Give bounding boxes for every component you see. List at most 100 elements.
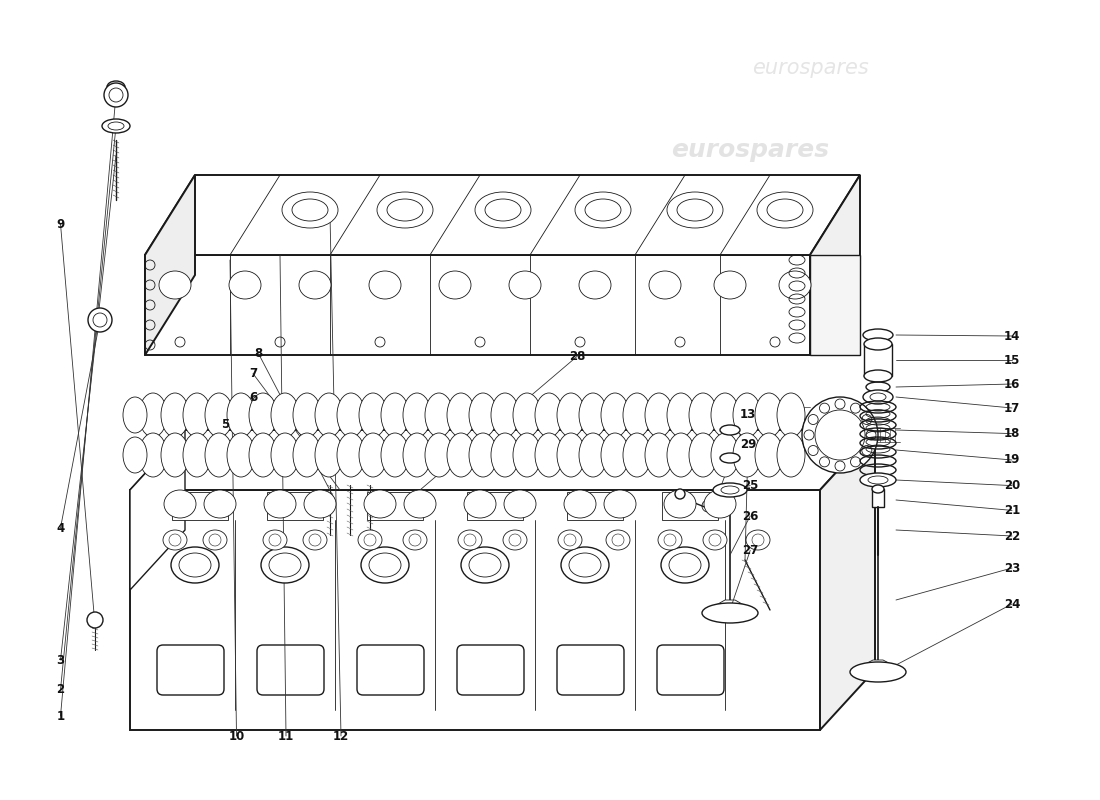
Bar [662, 492, 718, 520]
Text: 28: 28 [570, 350, 585, 362]
Text: 26: 26 [742, 510, 758, 522]
Ellipse shape [282, 192, 338, 228]
Circle shape [866, 430, 876, 440]
Ellipse shape [227, 393, 255, 437]
Ellipse shape [475, 192, 531, 228]
Ellipse shape [359, 393, 387, 437]
Polygon shape [130, 430, 874, 490]
Ellipse shape [205, 433, 233, 477]
Ellipse shape [315, 393, 343, 437]
Circle shape [820, 457, 829, 467]
Ellipse shape [447, 393, 475, 437]
Ellipse shape [872, 485, 884, 493]
Ellipse shape [702, 603, 758, 623]
Text: 25: 25 [742, 479, 758, 492]
Ellipse shape [503, 530, 527, 550]
Ellipse shape [535, 433, 563, 477]
Ellipse shape [689, 433, 717, 477]
Ellipse shape [606, 530, 630, 550]
Ellipse shape [204, 490, 236, 518]
Polygon shape [145, 175, 195, 355]
Ellipse shape [227, 433, 255, 477]
Ellipse shape [623, 433, 651, 477]
Ellipse shape [714, 271, 746, 299]
FancyBboxPatch shape [657, 645, 724, 695]
FancyBboxPatch shape [157, 645, 224, 695]
Ellipse shape [713, 483, 747, 497]
Ellipse shape [755, 433, 783, 477]
Text: 4: 4 [56, 522, 65, 534]
Text: 5: 5 [221, 418, 230, 430]
Ellipse shape [667, 192, 723, 228]
Text: eurospares: eurospares [671, 138, 829, 162]
Text: 23: 23 [1004, 562, 1020, 574]
Text: 19: 19 [1004, 454, 1020, 466]
Ellipse shape [601, 393, 629, 437]
Circle shape [804, 430, 814, 440]
Polygon shape [145, 175, 860, 255]
Ellipse shape [661, 547, 710, 583]
Ellipse shape [864, 370, 892, 382]
Ellipse shape [703, 530, 727, 550]
Ellipse shape [368, 271, 402, 299]
Circle shape [850, 457, 860, 467]
Ellipse shape [337, 393, 365, 437]
Text: 22: 22 [1004, 530, 1020, 542]
Text: 9: 9 [56, 218, 65, 230]
Ellipse shape [164, 490, 196, 518]
Text: 16: 16 [1004, 378, 1020, 390]
Ellipse shape [485, 199, 521, 221]
Ellipse shape [464, 490, 496, 518]
Ellipse shape [720, 425, 740, 435]
Ellipse shape [658, 530, 682, 550]
Ellipse shape [293, 393, 321, 437]
Ellipse shape [777, 393, 805, 437]
Text: 15: 15 [1004, 354, 1020, 366]
Ellipse shape [271, 433, 299, 477]
Ellipse shape [623, 393, 651, 437]
Ellipse shape [777, 433, 805, 477]
Text: eurospares: eurospares [233, 181, 427, 210]
Bar [720, 430, 740, 458]
Polygon shape [130, 430, 185, 590]
Ellipse shape [579, 393, 607, 437]
Ellipse shape [458, 530, 482, 550]
Ellipse shape [601, 433, 629, 477]
Ellipse shape [249, 433, 277, 477]
Text: 24: 24 [1004, 598, 1020, 610]
Bar [810, 255, 860, 355]
Ellipse shape [183, 433, 211, 477]
Ellipse shape [711, 393, 739, 437]
Circle shape [861, 414, 872, 425]
Circle shape [802, 397, 878, 473]
Bar [267, 492, 323, 520]
Ellipse shape [746, 530, 770, 550]
Ellipse shape [403, 530, 427, 550]
Ellipse shape [315, 433, 343, 477]
Text: 8: 8 [254, 347, 263, 360]
Ellipse shape [337, 433, 365, 477]
Ellipse shape [261, 547, 309, 583]
Ellipse shape [779, 271, 811, 299]
Ellipse shape [491, 433, 519, 477]
Ellipse shape [377, 192, 433, 228]
Circle shape [861, 446, 872, 455]
Ellipse shape [183, 393, 211, 437]
Ellipse shape [667, 433, 695, 477]
Ellipse shape [864, 329, 893, 341]
Ellipse shape [757, 192, 813, 228]
Ellipse shape [425, 433, 453, 477]
Polygon shape [145, 255, 810, 355]
Ellipse shape [139, 433, 167, 477]
Ellipse shape [864, 338, 892, 350]
FancyBboxPatch shape [456, 645, 524, 695]
Ellipse shape [645, 393, 673, 437]
Ellipse shape [361, 547, 409, 583]
Ellipse shape [123, 437, 147, 473]
Ellipse shape [579, 433, 607, 477]
Circle shape [675, 489, 685, 499]
Text: 11: 11 [278, 730, 294, 742]
Ellipse shape [229, 271, 261, 299]
Ellipse shape [864, 390, 893, 404]
Ellipse shape [160, 271, 191, 299]
